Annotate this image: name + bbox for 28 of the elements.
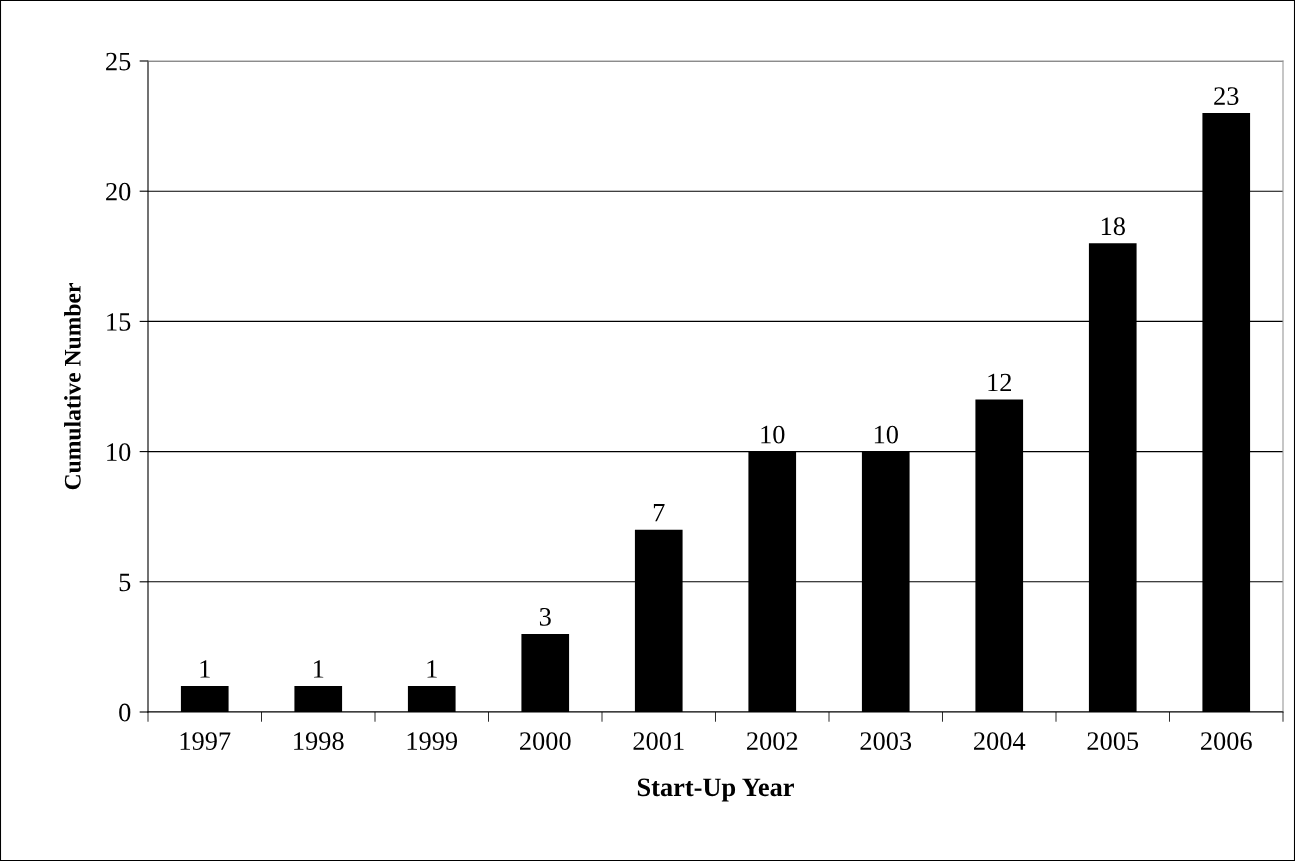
data-label: 12: [988, 373, 1011, 392]
x-tick-label: 2001: [633, 732, 684, 751]
y-tick-label: 10: [107, 443, 131, 462]
data-label: 7: [653, 504, 665, 522]
y-tick-label: 5: [119, 573, 131, 592]
data-label: 3: [539, 608, 551, 626]
y-tick-label: 0: [119, 703, 131, 722]
x-tick-label: 2004: [974, 732, 1026, 751]
y-tick-label: 25: [106, 52, 131, 71]
x-tick-label: 1997: [180, 732, 231, 751]
data-label: 1: [200, 660, 210, 678]
x-axis-title: Start-Up Year: [637, 778, 794, 802]
y-axis-title: Cumulative Number: [64, 283, 81, 490]
y-tick-label: 20: [106, 182, 131, 201]
data-label: 18: [1101, 217, 1125, 236]
x-tick-label: 2003: [860, 732, 912, 751]
data-label: 1: [427, 660, 437, 678]
x-tick-label: 1998: [294, 732, 344, 751]
x-tick-label: 2006: [1201, 732, 1252, 751]
y-tick-label: 15: [107, 313, 131, 331]
data-label: 10: [761, 425, 785, 444]
data-label: 10: [874, 425, 898, 444]
x-tick-label: 2000: [520, 732, 571, 751]
data-label: 23: [1214, 87, 1239, 105]
data-label: 1: [313, 660, 324, 678]
x-tick-label: 2002: [747, 732, 798, 751]
x-tick-label: 2005: [1087, 732, 1139, 751]
x-tick-label: 1999: [407, 732, 458, 751]
